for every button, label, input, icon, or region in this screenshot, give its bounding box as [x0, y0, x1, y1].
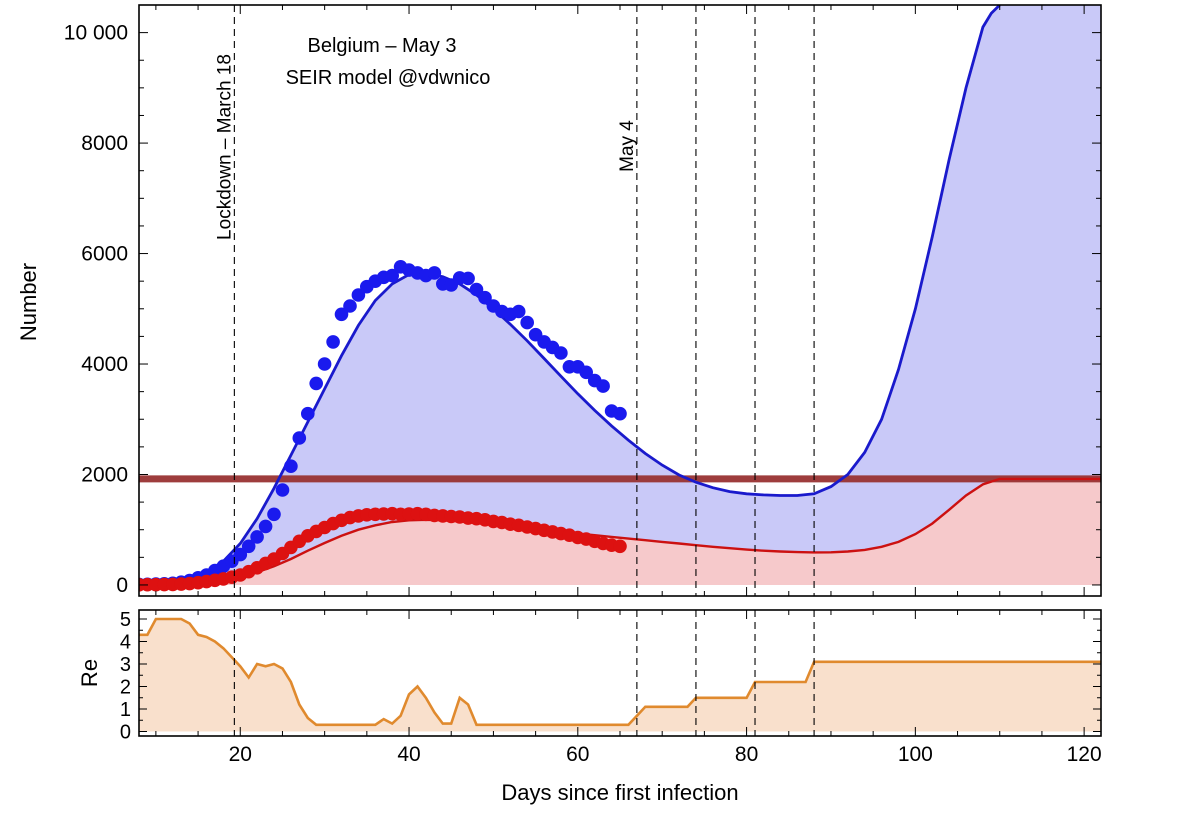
x-tick-label: 40: [397, 743, 420, 766]
y-tick-label-number: 10 000: [64, 22, 128, 45]
x-tick-label: 100: [898, 743, 933, 766]
line-re: [139, 617, 1101, 727]
point-hospitalized: [579, 365, 593, 380]
area-icu-model: [139, 478, 1101, 585]
chart-title: Belgium – May 3: [308, 35, 457, 57]
point-hospitalized: [478, 290, 492, 305]
point-hospitalized: [334, 307, 349, 322]
point-hospitalized: [292, 431, 307, 445]
bottom-frame: [138, 609, 1102, 737]
point-hospitalized: [511, 304, 526, 319]
point-hospitalized: [309, 376, 324, 391]
y-tick-label-number: 2000: [81, 463, 128, 486]
point-hospitalized: [554, 346, 568, 360]
y-tick-label-number: 0: [116, 574, 128, 597]
point-hospitalized: [301, 406, 315, 421]
top-vline-layer: [233, 5, 815, 596]
y-tick-label-re: 0: [120, 722, 131, 744]
y-tick-label-number: 4000: [81, 353, 128, 376]
bottom-line-layer: [139, 617, 1101, 727]
point-icu: [613, 539, 627, 554]
point-hospitalized: [343, 299, 357, 313]
y-tick-label-re: 1: [120, 699, 131, 721]
point-hospitalized: [267, 507, 281, 522]
x-tick-label: 60: [566, 743, 589, 766]
y-tick-label-re: 5: [120, 609, 131, 631]
y-tick-label-number: 8000: [81, 132, 128, 155]
line-icu-model: [139, 477, 1101, 586]
top-point-layer: [139, 260, 627, 592]
chart-subtitle: SEIR model @vdwnico: [286, 67, 491, 89]
y-axis-title-re: Re: [77, 659, 102, 687]
point-hospitalized: [461, 271, 475, 286]
point-hospitalized: [284, 459, 298, 474]
annotation-may4: May 4: [617, 120, 638, 172]
point-hospitalized: [275, 483, 290, 497]
top-frame: [138, 4, 1102, 597]
point-hospitalized: [233, 547, 248, 562]
top-text-layer: Belgium – May 3 SEIR model @vdwnico Numb…: [16, 22, 638, 597]
annotation-lockdown: Lockdown – March 18: [214, 54, 235, 240]
x-tick-label: 20: [229, 743, 252, 766]
x-tick-label: 120: [1067, 743, 1102, 766]
point-hospitalized: [613, 406, 627, 421]
bottom-vline-layer: [233, 610, 815, 736]
point-hospitalized: [317, 357, 332, 371]
y-tick-label-re: 2: [120, 677, 131, 699]
y-tick-label-re: 3: [120, 654, 131, 676]
point-hospitalized: [469, 282, 484, 297]
point-hospitalized: [351, 288, 366, 302]
point-hospitalized: [596, 379, 610, 393]
bottom-area-layer: [139, 619, 1101, 732]
top-area-layer: [139, 5, 1101, 585]
x-axis-title: Days since first infection: [501, 780, 738, 805]
y-tick-label-re: 4: [120, 632, 131, 654]
point-hospitalized: [326, 335, 340, 349]
area-re: [139, 619, 1101, 732]
y-axis-title-number: Number: [16, 263, 41, 341]
point-hospitalized: [520, 315, 534, 330]
point-hospitalized: [427, 266, 442, 280]
point-hospitalized: [241, 539, 256, 554]
point-hospitalized: [385, 268, 400, 283]
y-tick-label-number: 6000: [81, 243, 128, 266]
point-hospitalized: [250, 530, 264, 544]
point-hospitalized: [258, 519, 273, 534]
x-tick-label: 80: [735, 743, 758, 766]
area-hospitalized-model: [139, 5, 1101, 585]
